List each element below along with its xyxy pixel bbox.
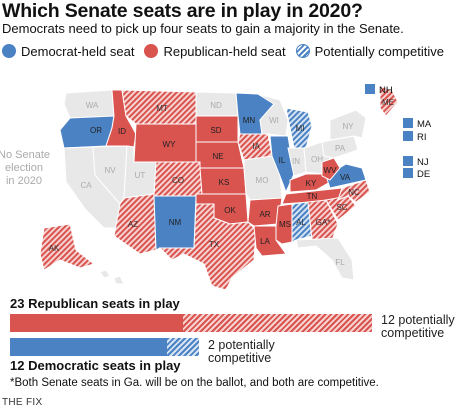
legend-label-competitive: Potentially competitive <box>314 43 444 59</box>
state-fl <box>295 237 355 281</box>
state-label-wv: WV <box>324 166 338 175</box>
source-credit: THE FIX <box>2 397 43 408</box>
democratic-note-line-1: 2 potentially <box>208 338 275 352</box>
legend-label-democrat: Democrat-held seat <box>21 43 135 59</box>
states-layer: WA OR CA NV ID MT WY UT AZ CO NM ND SD NE KS OK TX MN IA MO… <box>39 85 399 290</box>
state-label-ok: OK <box>224 206 236 215</box>
small-state-box-de <box>403 168 413 178</box>
republican-safe-segment <box>10 314 184 332</box>
democratic-bar-title: 12 Democratic seats in play <box>10 358 181 373</box>
small-state-label-de: DE <box>417 169 430 180</box>
republican-note-line-1: 12 potentially <box>381 313 455 327</box>
state-label-ms: MS <box>279 220 291 229</box>
state-ny <box>329 109 367 141</box>
state-ga <box>307 199 339 241</box>
state-label-az: AZ <box>128 220 138 229</box>
democratic-note-line-2: competitive <box>208 351 272 365</box>
chart-title: Which Senate seats are in play in 2020? <box>2 0 363 22</box>
small-state-label-ma: MA <box>417 119 432 130</box>
state-label-sd: SD <box>210 126 221 135</box>
state-label-ne: NE <box>212 152 223 161</box>
state-or <box>59 115 115 149</box>
state-label-ky: KY <box>306 179 317 188</box>
state-label-oh: OH <box>311 155 323 164</box>
small-state-label-nh: NH <box>379 85 393 96</box>
republican-note-line-2: competitive <box>381 326 445 340</box>
state-label-wy: WY <box>163 140 177 149</box>
chart-subtitle: Democrats need to pick up four seats to … <box>2 21 404 36</box>
republican-competitive-note: 12 potentially competitive <box>381 314 455 340</box>
legend-item-democrat: Democrat-held seat <box>2 44 134 59</box>
no-election-label-3: in 2020 <box>6 175 42 187</box>
republican-swatch-icon <box>144 44 159 58</box>
state-label-al: AL <box>296 218 306 227</box>
republican-bar-title: 23 Republican seats in play <box>10 296 180 311</box>
us-senate-map: WA OR CA NV ID MT WY UT AZ CO NM ND SD NE KS OK TX MN IA MO… <box>0 84 432 290</box>
small-state-box-ri <box>403 131 413 141</box>
state-tx <box>158 203 257 290</box>
state-label-me: ME <box>382 98 394 107</box>
democratic-competitive-segment <box>167 338 199 356</box>
small-state-box-ma <box>403 118 413 128</box>
state-label-co: CO <box>172 176 184 185</box>
state-wv <box>321 157 341 181</box>
state-label-ut: UT <box>135 171 146 180</box>
small-state-box-nj <box>403 156 413 166</box>
democratic-competitive-note: 2 potentially competitive <box>208 339 275 365</box>
state-label-sc: SC <box>336 203 347 212</box>
state-label-mt: MT <box>156 104 168 113</box>
state-label-nd: ND <box>210 101 222 110</box>
state-label-va: VA <box>340 173 351 182</box>
state-label-tx: TX <box>209 240 220 249</box>
state-me <box>379 85 399 117</box>
state-label-ga: GA* <box>316 218 331 227</box>
republican-competitive-segment <box>183 314 372 332</box>
small-state-box-nh <box>365 84 375 94</box>
state-label-ks: KS <box>219 178 230 187</box>
state-wi <box>257 93 289 137</box>
democrat-swatch-icon <box>2 44 16 58</box>
state-label-or: OR <box>90 126 102 135</box>
state-label-pa: PA <box>335 144 346 153</box>
no-election-label-2: election <box>5 162 43 174</box>
state-label-id: ID <box>118 127 126 136</box>
legend-item-competitive: Potentially competitive <box>295 43 444 59</box>
state-label-fl: FL <box>335 258 345 267</box>
state-label-wi: WI <box>269 116 279 125</box>
state-label-ny: NY <box>342 122 354 131</box>
state-label-mn: MN <box>243 116 256 125</box>
footnote: *Both Senate seats in Ga. will be on the… <box>10 377 379 389</box>
state-label-in: IN <box>292 157 300 166</box>
legend: Democrat-held seat Republican-held seat … <box>2 41 454 61</box>
state-label-mo: MO <box>256 176 269 185</box>
state-label-il: IL <box>279 156 286 165</box>
state-label-ia: IA <box>252 142 260 151</box>
state-label-la: LA <box>260 237 270 246</box>
small-state-label-nj: NJ <box>417 157 429 168</box>
state-label-ca: CA <box>80 181 92 190</box>
republican-seats-bar <box>10 314 372 332</box>
state-label-nc: NC <box>348 188 360 197</box>
state-al <box>291 201 313 243</box>
state-ak <box>39 223 96 271</box>
state-label-tn: TN <box>307 192 318 201</box>
democratic-safe-segment <box>10 338 168 356</box>
state-hi <box>99 269 125 285</box>
state-label-mi: MI <box>296 124 305 133</box>
legend-item-republican: Republican-held seat <box>144 43 286 59</box>
state-label-nv: NV <box>104 166 116 175</box>
democratic-seats-bar <box>10 338 199 356</box>
state-label-nm: NM <box>169 218 182 227</box>
competitive-swatch-icon <box>295 44 310 58</box>
small-state-label-ri: RI <box>417 132 427 143</box>
state-ar <box>247 197 283 227</box>
legend-label-republican: Republican-held seat <box>163 43 286 59</box>
state-label-wa: WA <box>86 101 99 110</box>
state-label-ak: AK <box>49 244 60 253</box>
state-label-ar: AR <box>259 210 270 219</box>
no-election-label-1: No Senate <box>0 149 50 161</box>
